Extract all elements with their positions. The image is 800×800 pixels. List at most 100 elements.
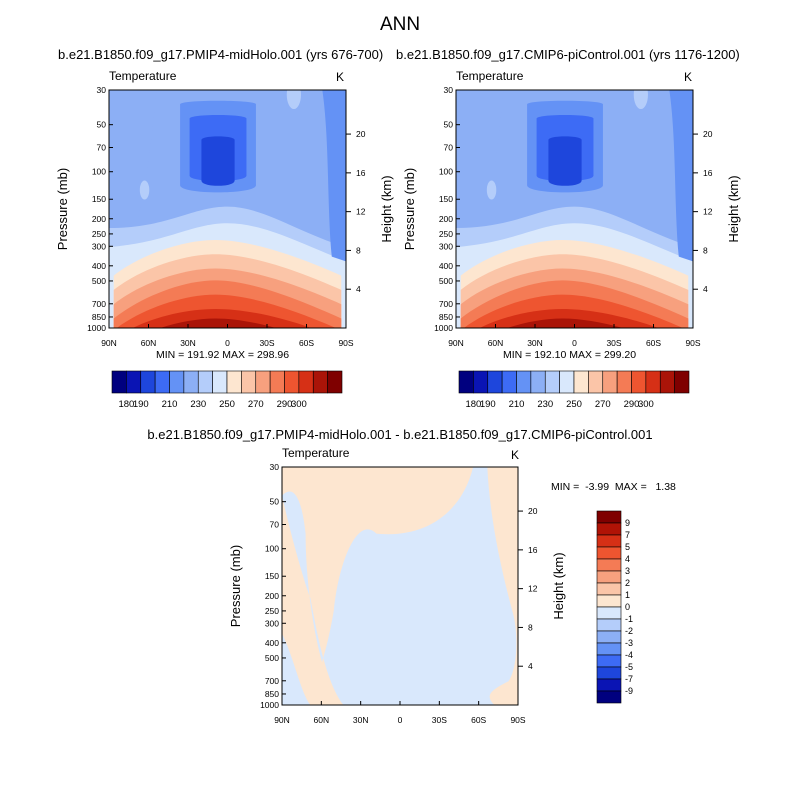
y-tick-label: 700 bbox=[92, 299, 106, 309]
fill-level bbox=[322, 90, 346, 262]
colorbar-1-swatch bbox=[255, 370, 271, 394]
figure-title: ANN bbox=[379, 14, 421, 35]
colorbar-1-swatch bbox=[298, 370, 314, 394]
colorbar-2-swatch bbox=[516, 370, 532, 394]
fill-level bbox=[160, 318, 276, 328]
panel-1-title: b.e21.B1850.f09_g17.PMIP4-midHolo.001 (y… bbox=[58, 47, 384, 62]
contour-fills bbox=[282, 467, 518, 705]
colorbar-2-swatch bbox=[544, 370, 560, 394]
y-tick-label: 200 bbox=[439, 214, 453, 224]
x-tick-label: 90S bbox=[685, 338, 700, 348]
y2-tick-label: 16 bbox=[528, 545, 538, 555]
x-tick-label: 90N bbox=[274, 715, 290, 725]
x-tick-label: 30S bbox=[606, 338, 621, 348]
y2-tick-label: 12 bbox=[356, 207, 366, 217]
y-axis-label: Pressure (mb) bbox=[228, 545, 243, 627]
panel-3-variable: Temperature bbox=[282, 446, 350, 460]
colorbar-1-label: 180 bbox=[118, 399, 134, 410]
y-axis-label: Pressure (mb) bbox=[55, 168, 70, 250]
panel-1-minmax: MIN = 191.92 MAX = 298.96 bbox=[156, 349, 290, 361]
colorbar-3-label: 3 bbox=[625, 566, 630, 576]
colorbar-1-swatch bbox=[126, 370, 142, 394]
colorbar-1-label: 300 bbox=[291, 399, 307, 410]
fill-level-negative bbox=[282, 467, 517, 705]
panel-1-variable: Temperature bbox=[109, 69, 177, 83]
y-tick-label: 70 bbox=[444, 143, 454, 153]
colorbar-2-swatch bbox=[645, 370, 661, 394]
x-tick-label: 0 bbox=[225, 338, 230, 348]
y-tick-label: 1000 bbox=[434, 323, 453, 333]
y-tick-label: 100 bbox=[439, 167, 453, 177]
colorbar-2-swatch bbox=[674, 370, 690, 394]
y2-tick-label: 20 bbox=[528, 506, 538, 516]
panel-2-minmax: MIN = 192.10 MAX = 299.20 bbox=[503, 349, 637, 361]
y-tick-label: 150 bbox=[439, 194, 453, 204]
colorbar-1-label: 270 bbox=[248, 399, 264, 410]
y-tick-label: 250 bbox=[265, 606, 279, 616]
colorbar-3-swatch bbox=[596, 510, 622, 524]
fill-level bbox=[456, 90, 504, 238]
colorbar-2-swatch bbox=[530, 370, 546, 394]
y2-tick-label: 8 bbox=[703, 245, 708, 255]
colorbar-3-swatch bbox=[596, 666, 622, 680]
colorbar-3-swatch bbox=[596, 558, 622, 572]
colorbar-3-label: -7 bbox=[625, 674, 633, 684]
y-tick-label: 1000 bbox=[260, 700, 279, 710]
colorbar-2-swatch bbox=[458, 370, 474, 394]
colorbar-2-swatch bbox=[559, 370, 575, 394]
colorbar-1-swatch bbox=[241, 370, 257, 394]
y-tick-label: 1000 bbox=[87, 323, 106, 333]
y-tick-label: 250 bbox=[92, 229, 106, 239]
x-tick-label: 30S bbox=[432, 715, 447, 725]
colorbar-3-swatch bbox=[596, 630, 622, 644]
colorbar-3-label: -1 bbox=[625, 614, 633, 624]
colorbar-2-swatch bbox=[631, 370, 647, 394]
y-tick-label: 100 bbox=[92, 167, 106, 177]
y-tick-label: 150 bbox=[265, 571, 279, 581]
y-tick-label: 30 bbox=[97, 85, 107, 95]
y2-tick-label: 4 bbox=[356, 284, 361, 294]
colorbar-3-label: 1 bbox=[625, 590, 630, 600]
colorbar-2-label: 210 bbox=[509, 399, 525, 410]
y2-tick-label: 4 bbox=[703, 284, 708, 294]
colorbar-1-label: 290 bbox=[277, 399, 293, 410]
y-tick-label: 30 bbox=[444, 85, 454, 95]
y-tick-label: 100 bbox=[265, 544, 279, 554]
colorbar-3-swatch bbox=[596, 570, 622, 584]
x-tick-label: 30N bbox=[527, 338, 543, 348]
y-tick-label: 30 bbox=[270, 462, 280, 472]
fill-level bbox=[486, 180, 497, 200]
fill-level bbox=[201, 136, 235, 186]
x-tick-label: 30N bbox=[180, 338, 196, 348]
colorbar-1-swatch bbox=[111, 370, 127, 394]
colorbar-3-swatch bbox=[596, 690, 622, 704]
colorbar-2-label: 290 bbox=[624, 399, 640, 410]
colorbar-1-swatch bbox=[169, 370, 185, 394]
y2-tick-label: 4 bbox=[528, 661, 533, 671]
x-tick-label: 90N bbox=[101, 338, 117, 348]
fill-level bbox=[109, 90, 157, 238]
colorbar-3-swatch bbox=[596, 522, 622, 536]
x-tick-label: 90S bbox=[510, 715, 525, 725]
fill-level bbox=[139, 180, 150, 200]
y2-axis-label: Height (km) bbox=[726, 175, 741, 242]
colorbar-1-swatch bbox=[327, 370, 343, 394]
panel-3-title: b.e21.B1850.f09_g17.PMIP4-midHolo.001 - … bbox=[147, 427, 653, 442]
y-axis-label: Pressure (mb) bbox=[402, 168, 417, 250]
y2-tick-label: 12 bbox=[703, 207, 713, 217]
colorbar-2-label: 300 bbox=[638, 399, 654, 410]
colorbar-2-swatch bbox=[602, 370, 618, 394]
colorbar-3-swatch bbox=[596, 642, 622, 656]
colorbar-3-label: 4 bbox=[625, 554, 630, 564]
colorbar-1-swatch bbox=[197, 370, 213, 394]
y-tick-label: 50 bbox=[97, 120, 107, 130]
y2-axis-label: Height (km) bbox=[379, 175, 394, 242]
colorbar-2-swatch bbox=[659, 370, 675, 394]
x-tick-label: 30N bbox=[353, 715, 369, 725]
fill-level bbox=[507, 318, 623, 328]
y2-tick-label: 8 bbox=[528, 622, 533, 632]
y-tick-label: 50 bbox=[444, 120, 454, 130]
fill-level bbox=[548, 136, 582, 186]
